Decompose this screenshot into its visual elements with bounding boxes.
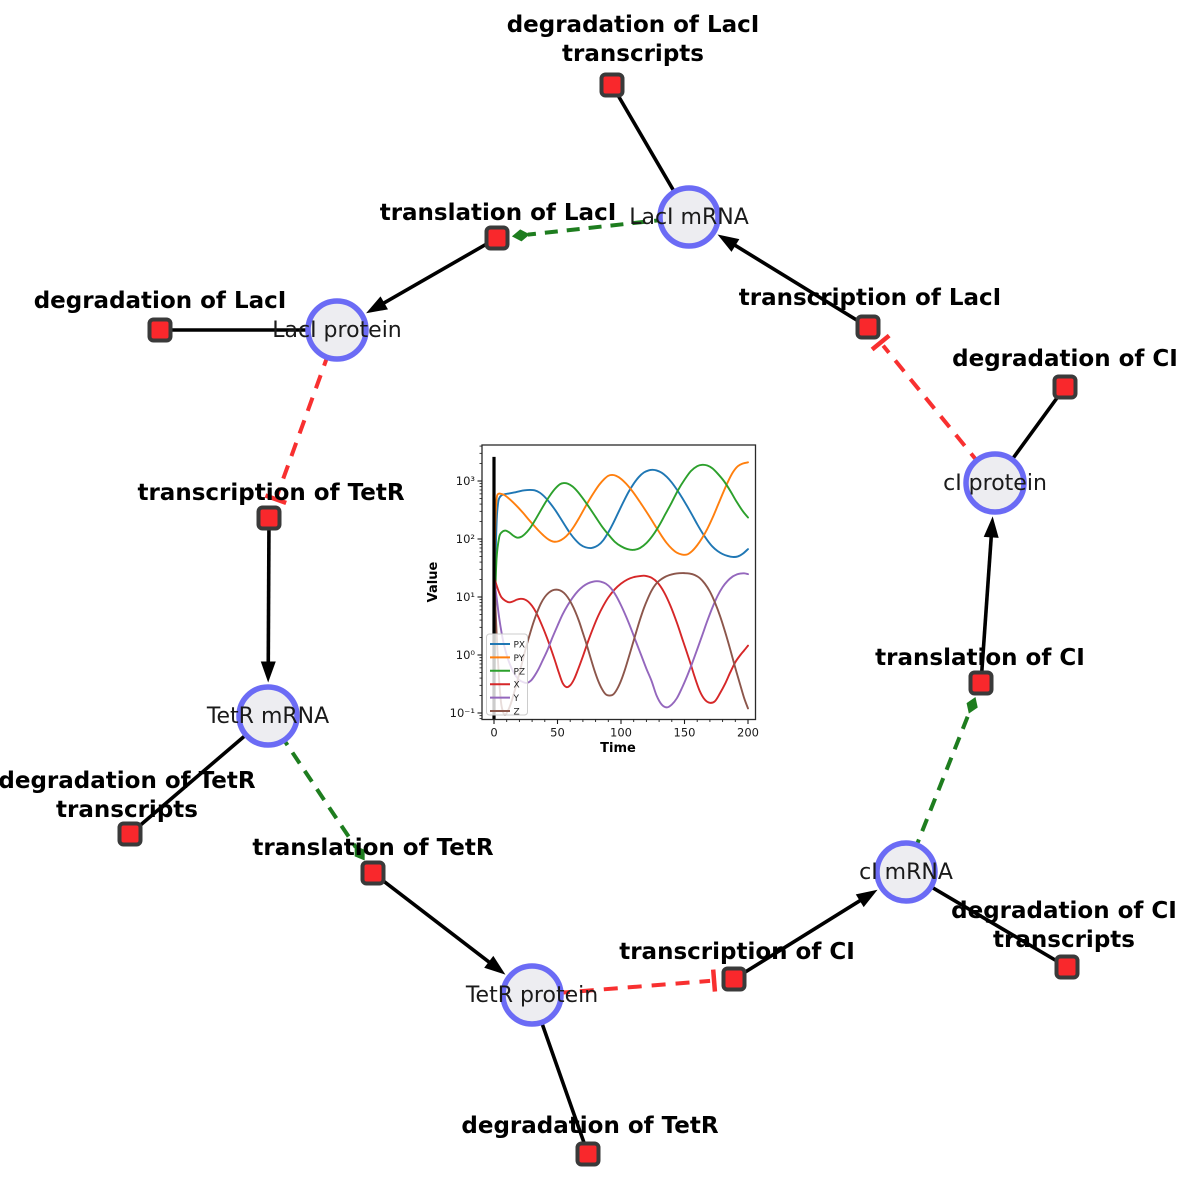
- reaction-label-deg_ci_tx-line2: transcripts: [993, 927, 1135, 953]
- legend-label-PZ: PZ: [514, 667, 526, 677]
- x-tick-label: 0: [490, 726, 497, 740]
- diamond-arrowhead-icon: [966, 696, 978, 714]
- legend-label-Y: Y: [513, 694, 520, 704]
- reaction-label-deg_tetr_tx-line1: degradation of TetR: [0, 768, 256, 794]
- reaction-label-deg_tetr: degradation of TetR: [461, 1113, 718, 1139]
- legend-label-PX: PX: [514, 641, 526, 651]
- reaction-label-transl_ci: translation of CI: [875, 645, 1085, 671]
- series-PX: [493, 468, 749, 714]
- tbar-inhibition-icon: [870, 333, 891, 352]
- reaction-node-transl_tetr[interactable]: [360, 860, 386, 886]
- reaction-label-txn_ci: transcription of CI: [619, 939, 855, 965]
- reaction-label-txn_laci: transcription of LacI: [739, 285, 1002, 311]
- diamond-arrowhead-icon: [354, 845, 365, 861]
- y-tick-label: 10²: [456, 532, 475, 546]
- species-node-laci_protein[interactable]: [305, 298, 369, 362]
- chart-legend: PX PY PZ XYZ: [486, 633, 528, 718]
- reaction-node-txn_tetr[interactable]: [256, 505, 282, 531]
- species-node-tetr_protein[interactable]: [500, 963, 564, 1027]
- legend-label-Z: Z: [514, 708, 520, 718]
- species-label-ci_protein: cI protein: [943, 471, 1047, 496]
- reaction-label-deg_laci: degradation of LacI: [34, 288, 287, 314]
- reaction-node-deg_ci_tx[interactable]: [1054, 954, 1080, 980]
- x-tick-label: 50: [550, 726, 565, 740]
- reaction-node-deg_ci[interactable]: [1052, 374, 1078, 400]
- y-tick-label: 10¹: [456, 590, 475, 604]
- reaction-label-deg_laci_tx-line2: transcripts: [562, 41, 704, 67]
- legend-label-PY: PY: [514, 654, 525, 664]
- species-node-tetr_mrna[interactable]: [236, 684, 300, 748]
- series-PY: [493, 461, 749, 575]
- x-tick-label: 200: [737, 726, 759, 740]
- arrowhead-icon: [855, 889, 878, 908]
- edge-txn_laci-laci_mrna: [717, 234, 869, 329]
- y-tick-label: 10⁰: [456, 648, 476, 662]
- edge-txn_ci-ci_mrna: [733, 889, 878, 981]
- reaction-node-deg_laci[interactable]: [147, 317, 173, 343]
- reaction-node-transl_ci[interactable]: [968, 670, 994, 696]
- chart-frame: [481, 444, 757, 721]
- labels-layer: LacI mRNA LacI protein cI protein TetR mRNA…: [0, 12, 1178, 1139]
- species-label-ci_mrna: cI mRNA: [859, 860, 953, 885]
- species-label-tetr_mrna: TetR mRNA: [206, 704, 329, 729]
- species-node-ci_protein[interactable]: [963, 451, 1027, 515]
- reaction-node-transl_laci[interactable]: [484, 225, 510, 251]
- reaction-node-deg_tetr[interactable]: [575, 1141, 601, 1167]
- species-node-ci_mrna[interactable]: [874, 840, 938, 904]
- inset-chart: 0 50 100 150 200 10⁻¹ 10⁰ 10¹ 10² 10³ PX PY PZ XYZ Ti…: [426, 444, 759, 756]
- arrowhead-icon: [983, 516, 999, 538]
- arrowhead-icon: [717, 234, 740, 252]
- species-label-laci_protein: LacI protein: [272, 318, 402, 343]
- x-tick-label: 150: [674, 726, 696, 740]
- reaction-node-txn_laci[interactable]: [855, 314, 881, 340]
- arrowhead-icon: [484, 955, 506, 975]
- diamond-arrowhead-icon: [511, 229, 530, 242]
- arrowhead-icon: [260, 661, 276, 683]
- x-axis-label: Time: [600, 741, 636, 756]
- edge-transl_laci-laci_protein: [366, 236, 498, 314]
- reaction-label-transl_laci: translation of LacI: [380, 200, 617, 226]
- reaction-label-deg_ci: degradation of CI: [952, 346, 1178, 372]
- y-tick-label: 10³: [456, 474, 476, 488]
- species-label-tetr_protein: TetR protein: [465, 983, 598, 1008]
- y-axis-label: Value: [426, 561, 441, 602]
- reaction-node-txn_ci[interactable]: [721, 966, 747, 992]
- tbar-inhibition-icon: [710, 969, 718, 992]
- reaction-label-deg_ci_tx-line1: degradation of CI: [951, 898, 1177, 924]
- species-label-laci_mrna: LacI mRNA: [629, 205, 749, 230]
- edge-txn_tetr-tetr_mrna: [260, 517, 276, 683]
- series-X: [493, 574, 749, 704]
- arrowhead-icon: [366, 296, 388, 314]
- reaction-node-deg_laci_tx[interactable]: [599, 72, 625, 98]
- tbar-inhibition-icon: [264, 493, 287, 506]
- series-PZ: [493, 463, 749, 714]
- reaction-label-txn_tetr: transcription of TetR: [137, 480, 404, 506]
- reaction-label-deg_tetr_tx-line2: transcripts: [56, 797, 198, 823]
- species-node-laci_mrna[interactable]: [657, 185, 721, 249]
- edge-transl_tetr-tetr_protein: [371, 871, 506, 975]
- nodes-layer: [117, 72, 1080, 1167]
- reaction-label-transl_tetr: translation of TetR: [252, 835, 493, 861]
- x-tick-label: 100: [610, 726, 632, 740]
- legend-label-X: X: [514, 681, 520, 691]
- y-tick-label: 10⁻¹: [450, 706, 475, 720]
- edge-transl_ci-ci_protein: [979, 516, 999, 684]
- reaction-node-deg_tetr_tx[interactable]: [117, 821, 143, 847]
- reaction-label-deg_laci_tx-line1: degradation of LacI: [507, 12, 760, 38]
